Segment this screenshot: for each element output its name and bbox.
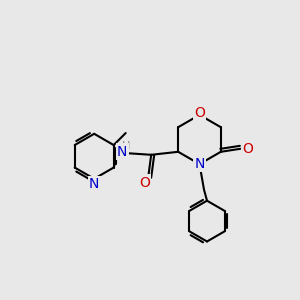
Text: O: O [242, 142, 253, 156]
Text: H: H [122, 141, 130, 151]
Text: N: N [89, 177, 99, 191]
Text: N: N [194, 157, 205, 171]
Text: O: O [139, 176, 150, 190]
Text: N: N [117, 145, 127, 159]
Text: O: O [194, 106, 205, 120]
